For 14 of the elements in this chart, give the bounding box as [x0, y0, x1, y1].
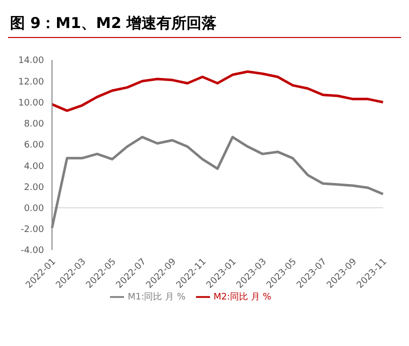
chart-title: 图 9：M1、M2 增速有所回落	[8, 8, 401, 38]
y-tick-label: -4.00	[20, 246, 44, 256]
y-tick-label: 2.00	[24, 182, 44, 193]
y-tick-label: 14.00	[18, 56, 44, 66]
y-tick-label: -2.00	[20, 225, 44, 236]
legend-label: M2:同比 月 %	[214, 292, 272, 302]
line-series	[50, 70, 384, 112]
y-tick-label: 0.00	[24, 204, 44, 214]
legend-label: M1:同比 月 %	[128, 292, 186, 302]
y-tick-label: 12.00	[18, 77, 44, 88]
y-tick-label: 6.00	[24, 140, 44, 151]
y-tick-label: 10.00	[18, 98, 44, 108]
y-tick-label: 4.00	[24, 162, 44, 172]
y-tick-label: 8.00	[24, 120, 44, 130]
